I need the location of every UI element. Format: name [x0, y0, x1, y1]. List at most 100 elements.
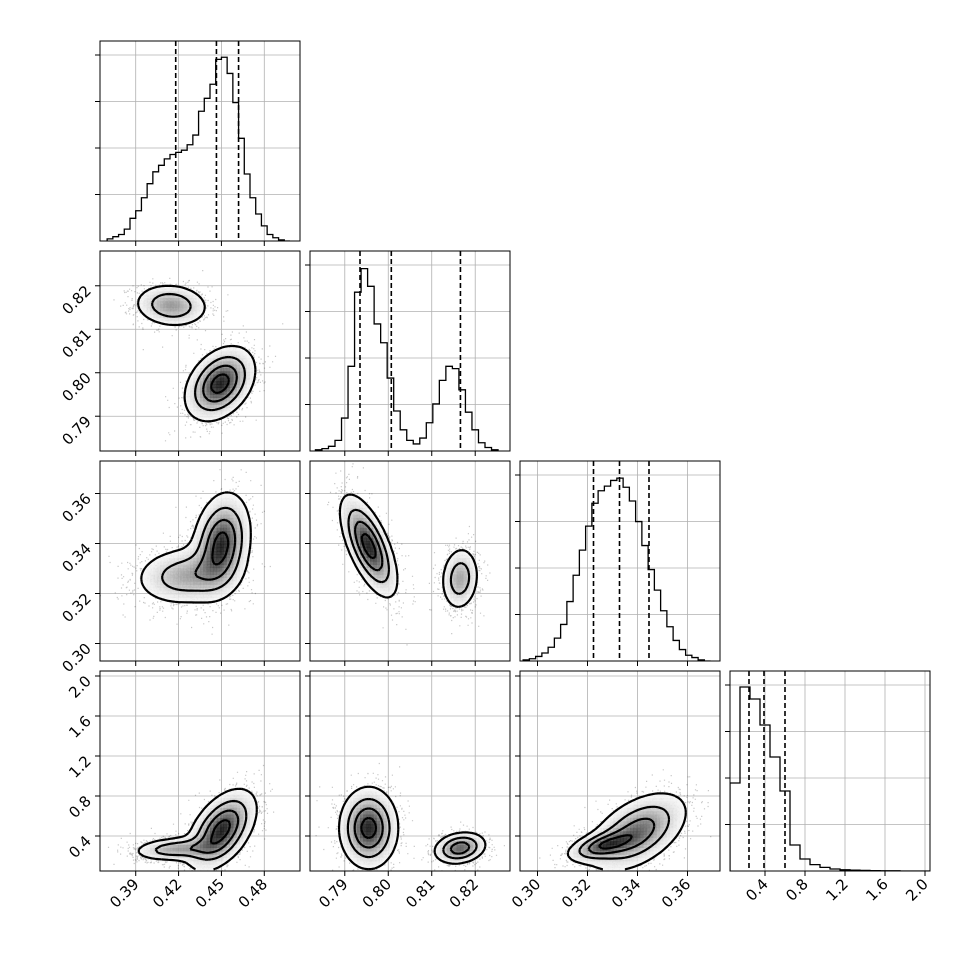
- density-cell: [223, 391, 228, 395]
- density-cell: [220, 824, 224, 829]
- density-cell: [220, 827, 224, 832]
- density-cell: [203, 417, 208, 422]
- density-cell: [613, 837, 618, 842]
- density-cell: [366, 574, 371, 579]
- density-cell: [163, 291, 168, 295]
- density-cell: [346, 851, 351, 855]
- density-cell: [460, 857, 464, 862]
- density-cell: [180, 301, 184, 305]
- density-cell: [356, 497, 361, 502]
- density-cell: [190, 547, 194, 552]
- density-cell: [226, 554, 231, 559]
- density-cell: [216, 361, 221, 365]
- density-cell: [193, 381, 198, 385]
- density-cell: [360, 804, 364, 809]
- density-cell: [623, 821, 628, 825]
- density-cell: [166, 297, 171, 302]
- density-cell: [220, 847, 224, 852]
- density-cell: [466, 584, 471, 589]
- density-cell: [626, 827, 631, 832]
- density-cell: [166, 304, 171, 309]
- density-cell: [340, 827, 344, 832]
- density-cell: [593, 861, 598, 865]
- density-cell: [236, 537, 241, 542]
- density-cell: [470, 854, 474, 859]
- density-cell: [616, 841, 621, 845]
- x-tick-label: 0.79: [315, 875, 351, 911]
- density-cell: [663, 821, 668, 825]
- density-cell: [243, 387, 248, 392]
- density-cell: [153, 564, 158, 569]
- density-cell: [216, 377, 221, 382]
- density-cell: [163, 294, 168, 299]
- density-cell: [176, 567, 181, 572]
- density-cell: [473, 571, 478, 575]
- density-cell: [383, 797, 388, 802]
- density-cell: [343, 534, 348, 539]
- density-cell: [386, 584, 391, 589]
- density-cell: [203, 811, 208, 815]
- density-cell: [190, 541, 194, 545]
- density-cell: [380, 591, 384, 595]
- density-cell: [170, 844, 174, 849]
- density-cell: [213, 854, 218, 859]
- density-cell: [676, 811, 681, 815]
- density-cell: [240, 824, 244, 829]
- density-cell: [180, 837, 184, 842]
- scatter-panel-3-1: [305, 670, 511, 876]
- density-cell: [226, 794, 231, 799]
- density-cell: [230, 797, 234, 802]
- density-cell: [210, 561, 214, 565]
- density-cell: [616, 824, 621, 829]
- density-cell: [183, 591, 188, 595]
- density-cell: [446, 584, 451, 589]
- density-cell: [380, 581, 384, 585]
- density-cell: [150, 561, 154, 565]
- density-cell: [620, 807, 624, 812]
- density-cell: [473, 851, 478, 855]
- density-cell: [186, 844, 191, 849]
- density-cell: [373, 841, 378, 845]
- density-cell: [206, 414, 211, 419]
- density-cell: [656, 804, 661, 809]
- density-cell: [203, 821, 208, 825]
- density-cell: [603, 861, 608, 865]
- density-cell: [240, 561, 244, 565]
- density-cell: [376, 581, 381, 585]
- density-cell: [370, 514, 374, 519]
- density-cell: [650, 824, 654, 829]
- density-cell: [220, 544, 224, 549]
- density-cell: [470, 841, 474, 845]
- density-cell: [460, 601, 464, 605]
- density-cell: [383, 561, 388, 565]
- density-cell: [183, 314, 188, 319]
- density-cell: [246, 794, 251, 799]
- density-cell: [460, 551, 464, 555]
- density-cell: [173, 561, 178, 565]
- density-cell: [376, 857, 381, 862]
- y-tick-label: 0.81: [58, 325, 94, 361]
- density-cell: [350, 551, 354, 555]
- density-cell: [236, 377, 241, 382]
- density-cell: [613, 821, 618, 825]
- density-cell: [383, 811, 388, 815]
- density-cell: [233, 844, 238, 849]
- density-cell: [230, 547, 234, 552]
- density-cell: [213, 507, 218, 512]
- density-cell: [643, 834, 648, 839]
- density-cell: [186, 561, 191, 565]
- density-cell: [243, 527, 248, 532]
- density-cell: [240, 551, 244, 555]
- density-cell: [220, 857, 224, 862]
- density-cell: [173, 297, 178, 302]
- density-cell: [370, 791, 374, 795]
- density-cell: [343, 527, 348, 532]
- density-cell: [160, 304, 164, 309]
- density-cell: [456, 834, 461, 839]
- density-cell: [656, 831, 661, 835]
- density-cell: [376, 564, 381, 569]
- density-cell: [380, 577, 384, 582]
- density-cell: [236, 807, 241, 812]
- density-cell: [196, 414, 201, 419]
- density-cell: [176, 584, 181, 589]
